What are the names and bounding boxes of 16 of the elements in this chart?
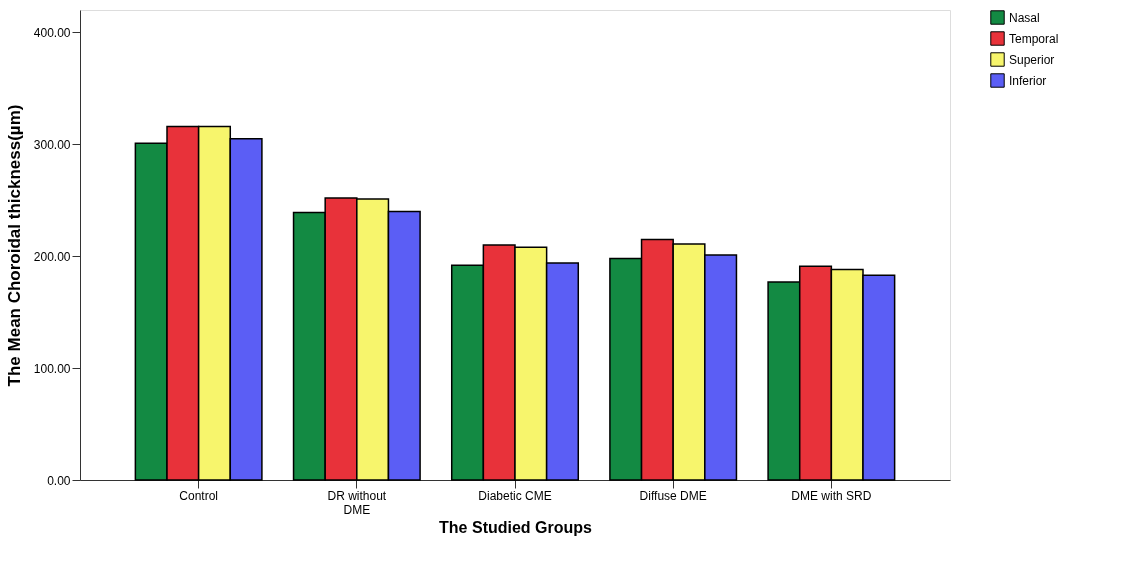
y-tick-label: 0.00: [47, 473, 71, 488]
x-tick-label: Control: [179, 488, 218, 503]
x-tick-label: DME with SRD: [791, 488, 872, 503]
y-tick-label: 300.00: [33, 137, 71, 152]
x-tick-label: Diabetic CME: [478, 488, 552, 503]
x-axis-title: The Studied Groups: [439, 518, 593, 536]
legend-label: Temporal: [1009, 31, 1059, 46]
legend-label: Nasal: [1009, 10, 1040, 25]
x-tick-label: Diffuse DME: [639, 488, 707, 503]
y-tick-label: 100.00: [33, 361, 71, 376]
x-tick-label: DR without DME: [327, 488, 387, 517]
legend-label: Inferior: [1009, 73, 1047, 88]
y-tick-label: 200.00: [33, 249, 71, 264]
legend-label: Superior: [1009, 52, 1055, 67]
y-tick-label: 400.00: [33, 25, 71, 40]
y-axis-title: The Mean Choroidal thickness(µm): [4, 104, 24, 387]
